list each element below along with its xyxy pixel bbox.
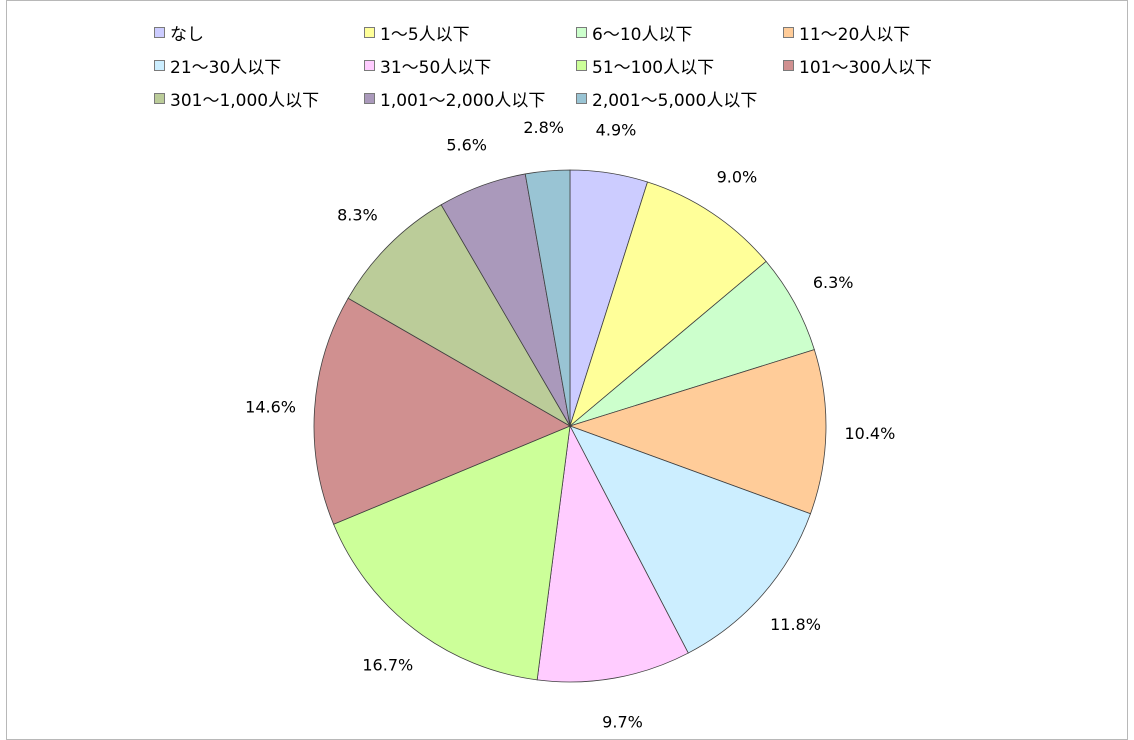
legend-swatch: [154, 92, 165, 104]
legend-swatch: [364, 92, 375, 104]
legend-item: 11〜20人以下: [783, 18, 910, 46]
legend-label: 31〜50人以下: [380, 57, 492, 78]
data-label: 5.6%: [446, 135, 487, 154]
legend-swatch: [576, 26, 587, 38]
data-label: 6.3%: [813, 273, 854, 292]
data-label: 11.8%: [770, 615, 821, 634]
data-label: 14.6%: [245, 398, 296, 417]
legend-swatch: [154, 59, 165, 71]
legend-label: 21〜30人以下: [170, 57, 282, 78]
legend-item: 6〜10人以下: [576, 18, 692, 46]
legend-item: 1〜5人以下: [364, 18, 470, 46]
legend-swatch: [576, 59, 587, 71]
legend-label: 2,001〜5,000人以下: [592, 90, 758, 111]
pie-slice: [347, 204, 572, 428]
legend-swatch: [364, 26, 375, 38]
data-label: 9.0%: [717, 168, 758, 187]
legend-item: 101〜300人以下: [783, 51, 932, 79]
pie-slice: [569, 181, 767, 428]
data-label: 10.4%: [844, 424, 895, 443]
legend-swatch: [783, 59, 794, 71]
legend-label: 1,001〜2,000人以下: [380, 90, 546, 111]
data-label: 9.7%: [602, 712, 643, 731]
legend-label: 101〜300人以下: [799, 57, 932, 78]
legend-swatch: [576, 92, 587, 104]
legend-label: 6〜10人以下: [592, 24, 693, 45]
legend-item: 301〜1,000人以下: [154, 84, 319, 112]
legend-item: 31〜50人以下: [364, 51, 491, 79]
legend-label: 11〜20人以下: [799, 24, 911, 45]
legend-item: 51〜100人以下: [576, 51, 714, 79]
legend-item: 21〜30人以下: [154, 51, 281, 79]
data-label: 2.8%: [523, 118, 564, 137]
data-label: 4.9%: [596, 121, 637, 140]
pie-slice: [333, 425, 571, 681]
legend-label: 51〜100人以下: [592, 57, 715, 78]
legend-swatch: [783, 26, 794, 38]
legend-swatch: [154, 26, 165, 38]
legend-swatch: [364, 59, 375, 71]
legend-item: なし: [154, 18, 204, 46]
pie-slice: [313, 297, 571, 525]
pie-slice: [524, 169, 571, 427]
legend-label: なし: [170, 24, 204, 45]
legend: なし 1〜5人以下 6〜10人以下 11〜20人以下 21〜30人以下 31〜50人以下 5…: [154, 18, 1054, 122]
data-label: 16.7%: [362, 655, 413, 674]
legend-item: 1,001〜2,000人以下: [364, 84, 545, 112]
legend-label: 1〜5人以下: [380, 24, 470, 45]
legend-item: 2,001〜5,000人以下: [576, 84, 757, 112]
legend-label: 301〜1,000人以下: [170, 90, 320, 111]
pie-slice: [568, 349, 827, 515]
pie-slice: [536, 424, 689, 683]
pie-slice: [569, 425, 811, 654]
data-label: 8.3%: [337, 205, 378, 224]
